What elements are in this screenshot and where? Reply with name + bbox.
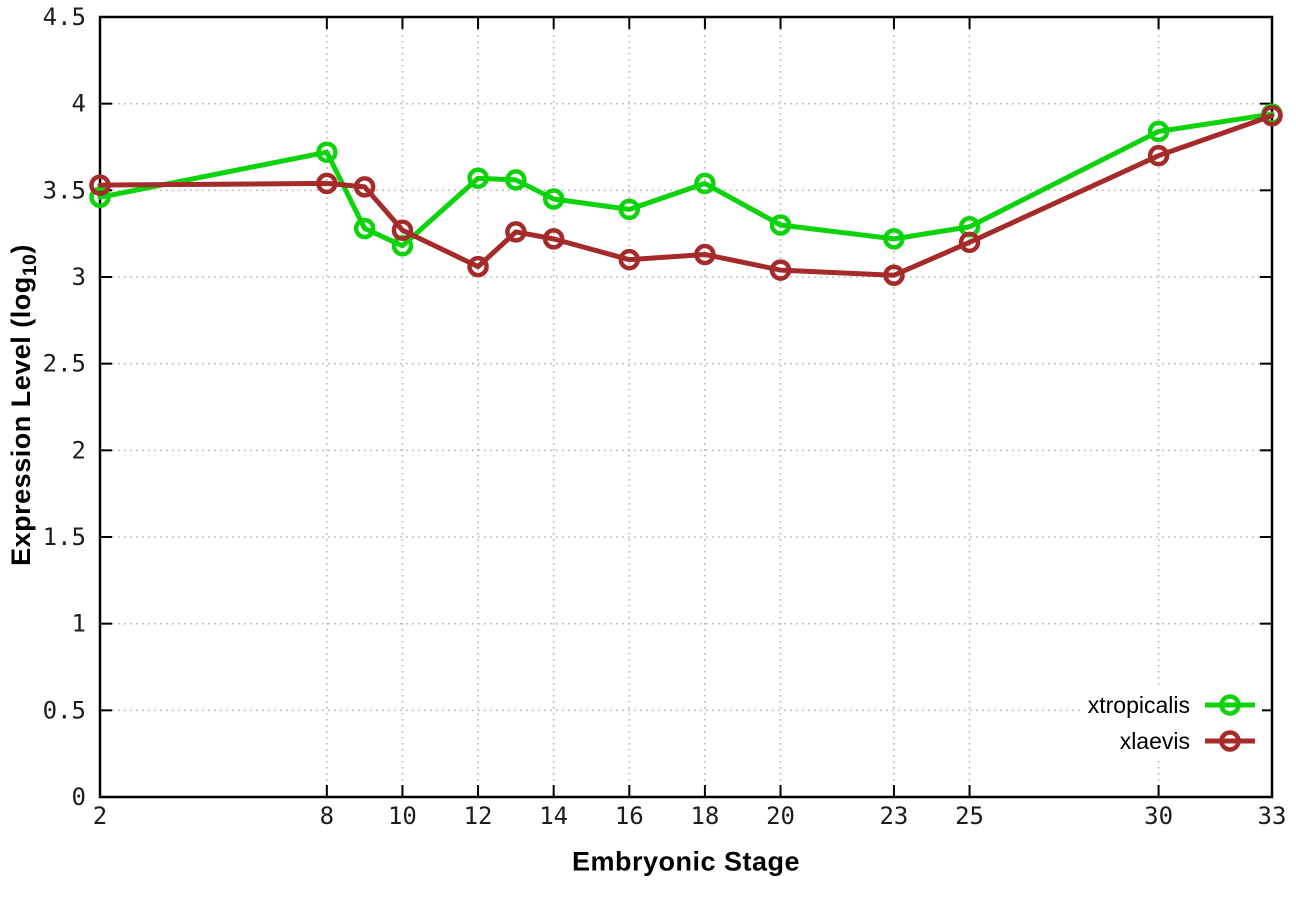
svg-text:16: 16 — [615, 802, 644, 830]
x-gridlines — [99, 17, 1273, 797]
xlaevis-data-point — [542, 228, 565, 250]
svg-text:2: 2 — [93, 802, 107, 830]
svg-text:14: 14 — [539, 802, 568, 830]
svg-text:4.5: 4.5 — [43, 3, 86, 31]
xlaevis-data-point — [316, 172, 338, 195]
xlaevis-data-point — [89, 174, 111, 196]
xtropicalis-data-point — [694, 172, 716, 195]
xlaevis-data-point — [391, 219, 414, 241]
xtropicalis-data-point — [353, 217, 376, 240]
svg-text:12: 12 — [464, 802, 493, 830]
svg-text:4: 4 — [72, 90, 86, 118]
svg-text:8: 8 — [320, 802, 334, 830]
xlaevis-data-point — [1147, 144, 1170, 167]
y-gridlines — [100, 16, 1272, 798]
xtropicalis-data-point — [505, 169, 527, 191]
legend: xtropicalis xlaevis — [1083, 685, 1262, 761]
svg-text:30: 30 — [1144, 802, 1173, 830]
xtropicalis-marker-icon — [1205, 694, 1255, 716]
xtropicalis-data-point — [1147, 120, 1170, 143]
svg-text:0: 0 — [72, 783, 86, 811]
xlaevis-data-point — [353, 176, 376, 198]
svg-text:33: 33 — [1258, 802, 1287, 830]
svg-text:1: 1 — [72, 610, 86, 638]
xlaevis-data-point — [505, 221, 527, 243]
svg-text:25: 25 — [955, 802, 984, 830]
legend-item-xtropicalis: xtropicalis — [1088, 687, 1258, 723]
svg-text:3: 3 — [72, 263, 86, 291]
svg-text:10: 10 — [388, 802, 417, 830]
xlaevis-data-point — [769, 259, 792, 281]
svg-text:0.5: 0.5 — [43, 696, 86, 724]
svg-text:1.5: 1.5 — [43, 523, 86, 551]
xtropicalis-data-point — [316, 141, 338, 163]
svg-text:23: 23 — [879, 802, 908, 830]
xtropicalis-data-point — [883, 228, 905, 250]
xtropicalis-data-point — [467, 167, 489, 189]
x-tick-labels: 2 8 10 12 14 16 18 20 23 25 30 33 — [93, 802, 1287, 830]
xtropicalis-data-point — [769, 214, 792, 236]
y-axis-label-text: Expression Level (log — [5, 276, 36, 566]
y-axis-label-subscript: 10 — [19, 253, 42, 277]
svg-text:3.5: 3.5 — [43, 176, 86, 204]
svg-text:18: 18 — [690, 802, 719, 830]
axis-ticks — [99, 16, 1273, 798]
y-axis-label-suffix: ) — [5, 244, 36, 254]
xlaevis-data-point — [958, 231, 981, 254]
y-tick-labels: 0 0.5 1 1.5 2 2.5 3 3.5 4 4.5 — [43, 3, 86, 811]
series-xlaevis-markers — [89, 105, 1283, 287]
x-axis-label: Embryonic Stage — [571, 846, 801, 877]
xlaevis-data-point — [618, 248, 641, 271]
svg-text:20: 20 — [766, 802, 795, 830]
plot-border — [98, 15, 1274, 799]
xtropicalis-data-point — [89, 186, 111, 209]
xlaevis-data-point — [883, 264, 905, 287]
xlaevis-data-point — [1261, 105, 1283, 127]
svg-text:2: 2 — [72, 436, 86, 464]
y-axis-label: Expression Level (log10) — [6, 244, 42, 566]
series-xtropicalis-line — [97, 111, 1275, 249]
xlaevis-data-point — [467, 255, 489, 278]
series-xlaevis-line — [97, 113, 1275, 278]
series-xtropicalis-markers — [89, 103, 1283, 257]
xtropicalis-data-point — [618, 198, 641, 221]
xlaevis-data-point — [694, 243, 716, 266]
legend-label-xlaevis: xlaevis — [1119, 727, 1190, 754]
xtropicalis-data-point — [542, 188, 565, 210]
legend-label-xtropicalis: xtropicalis — [1087, 691, 1190, 718]
svg-text:2.5: 2.5 — [43, 350, 86, 378]
legend-item-xlaevis: xlaevis — [1088, 723, 1258, 759]
xlaevis-marker-icon — [1205, 730, 1255, 752]
